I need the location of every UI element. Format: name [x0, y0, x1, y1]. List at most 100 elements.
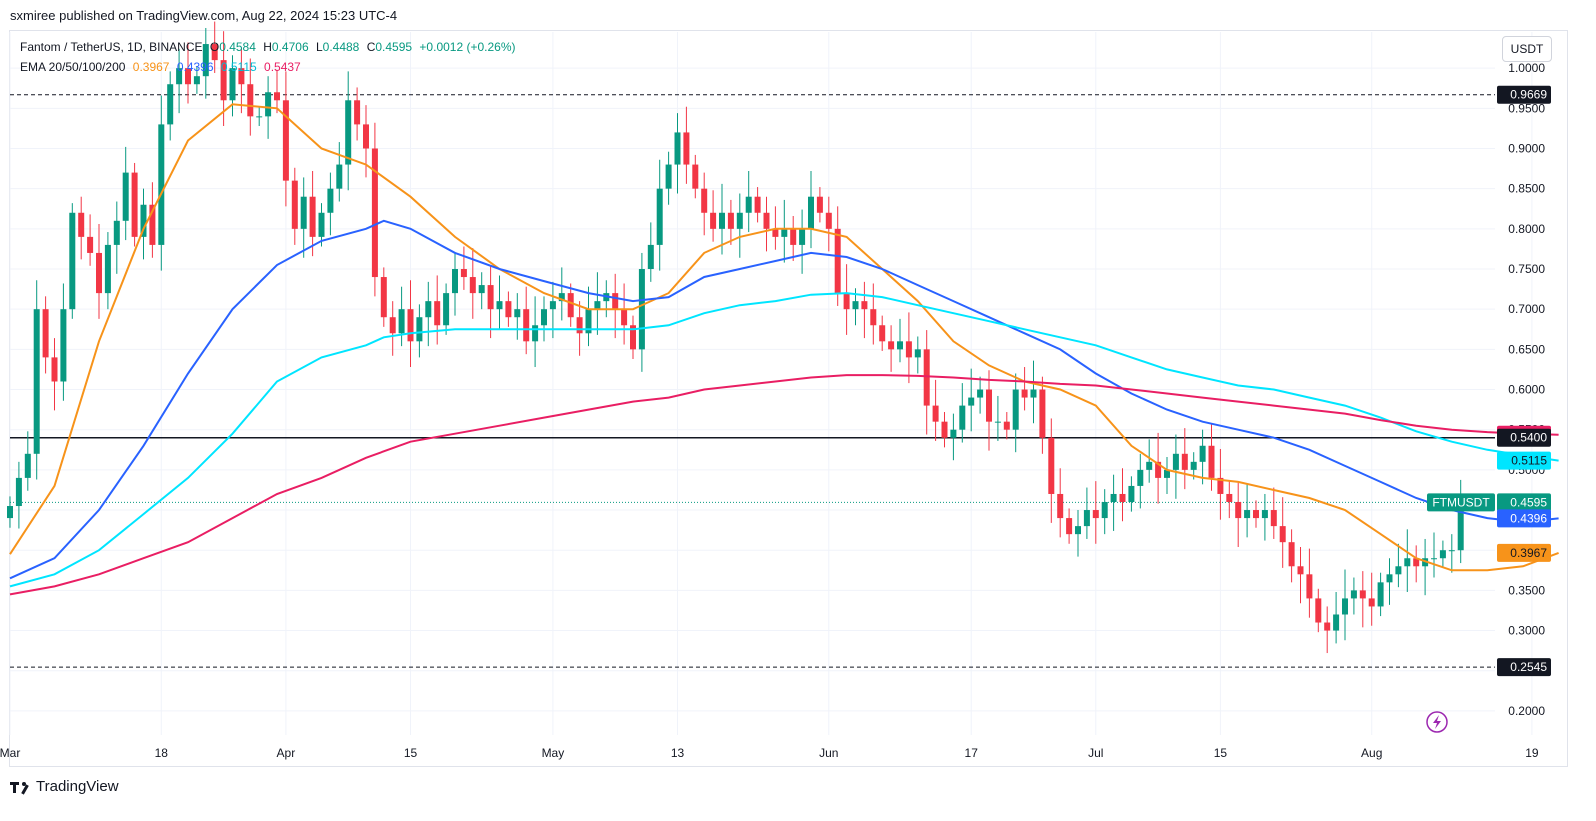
price-label: 0.4396	[1497, 509, 1551, 528]
candle	[131, 162, 138, 247]
candle	[33, 280, 40, 480]
candle	[1253, 500, 1259, 528]
candle	[710, 190, 717, 242]
candle	[87, 214, 94, 266]
candle	[407, 280, 414, 368]
candle	[567, 283, 574, 327]
candle-body	[1261, 510, 1268, 519]
candle	[1092, 481, 1099, 544]
candle	[327, 172, 334, 236]
price-label-box	[1497, 428, 1551, 447]
candle-body	[265, 92, 272, 117]
candle-body	[1253, 510, 1259, 519]
candle-body	[549, 301, 556, 310]
candle-body	[710, 212, 717, 229]
candle-body	[1137, 469, 1144, 486]
candle-body	[7, 506, 13, 519]
candle-body	[736, 212, 743, 229]
ema-lines	[9, 103, 1559, 596]
currency-button[interactable]: USDT	[1502, 36, 1552, 62]
price-label: 0.4595 FTMUSDT	[1427, 493, 1551, 512]
candle-body	[238, 68, 245, 85]
candle-body	[176, 68, 183, 85]
candle-body	[300, 196, 307, 229]
candle	[799, 209, 806, 274]
lightning-icon[interactable]	[1426, 711, 1448, 733]
candle-body	[1217, 477, 1224, 494]
price-label-box	[1497, 509, 1551, 528]
candle-body	[256, 116, 263, 118]
candle	[763, 196, 770, 252]
candle-body	[514, 309, 521, 318]
candle-body	[763, 212, 770, 229]
price-label-box	[1497, 543, 1551, 562]
candle	[1012, 373, 1019, 453]
candle	[256, 106, 263, 127]
candle-body	[487, 285, 494, 310]
candle-body	[701, 188, 708, 213]
candle	[336, 142, 343, 202]
candle-body	[1083, 510, 1090, 527]
price-label-text: 0.5400	[1510, 431, 1547, 445]
candle	[211, 21, 218, 73]
candle	[505, 291, 512, 327]
y-tick-label: 0.8500	[1508, 182, 1545, 196]
candle	[1119, 468, 1126, 522]
candle-body	[122, 172, 129, 221]
candle-body	[692, 164, 699, 189]
candle-body	[576, 317, 583, 334]
y-tick-label: 0.2000	[1508, 704, 1545, 718]
candle-body	[790, 228, 797, 245]
candle	[674, 113, 681, 194]
candle	[1155, 432, 1162, 504]
candle	[7, 496, 13, 528]
candle-body	[345, 100, 352, 165]
candle	[1021, 367, 1028, 411]
candle-body	[96, 252, 102, 294]
candle	[78, 196, 85, 260]
candle-body	[1404, 558, 1411, 567]
candle-body	[1448, 550, 1455, 552]
candle	[816, 187, 823, 223]
candle-body	[1315, 598, 1322, 623]
candle-body	[1244, 510, 1251, 519]
candle	[1439, 540, 1446, 568]
candle-body	[567, 293, 574, 318]
candle	[1199, 429, 1206, 485]
candle	[1279, 497, 1286, 568]
candle-body	[416, 317, 423, 342]
candle-body	[772, 228, 779, 237]
candle-body	[727, 212, 734, 229]
candle	[487, 265, 494, 339]
candle-body	[434, 301, 441, 326]
price-label-text: 0.4396	[1510, 511, 1547, 525]
candle	[808, 170, 814, 249]
candle	[229, 55, 236, 117]
candle	[1448, 534, 1455, 573]
ema20-value: 0.3967	[132, 60, 170, 74]
ema-line-ema200	[9, 374, 1559, 596]
candle	[1431, 532, 1437, 578]
y-tick-label: 0.9500	[1508, 101, 1545, 115]
candle	[719, 183, 725, 255]
candle-body	[932, 405, 939, 422]
price-label: 0.3967	[1497, 543, 1551, 562]
price-label-box	[1497, 658, 1551, 677]
candle-body	[291, 180, 298, 229]
candle-body	[1457, 502, 1464, 551]
ema50-value: 0.4396	[176, 60, 214, 74]
candle-body	[1306, 574, 1313, 599]
candle	[701, 172, 708, 236]
candle-body	[781, 228, 788, 237]
candle	[452, 252, 458, 316]
candle-body	[923, 349, 930, 406]
candle	[1083, 487, 1090, 539]
candle-body	[443, 293, 450, 326]
candle	[1217, 448, 1224, 520]
candle-body	[104, 244, 111, 294]
candle-body	[371, 148, 378, 278]
candle-body	[585, 309, 592, 334]
candle-body	[897, 341, 903, 350]
candle	[1003, 412, 1010, 440]
